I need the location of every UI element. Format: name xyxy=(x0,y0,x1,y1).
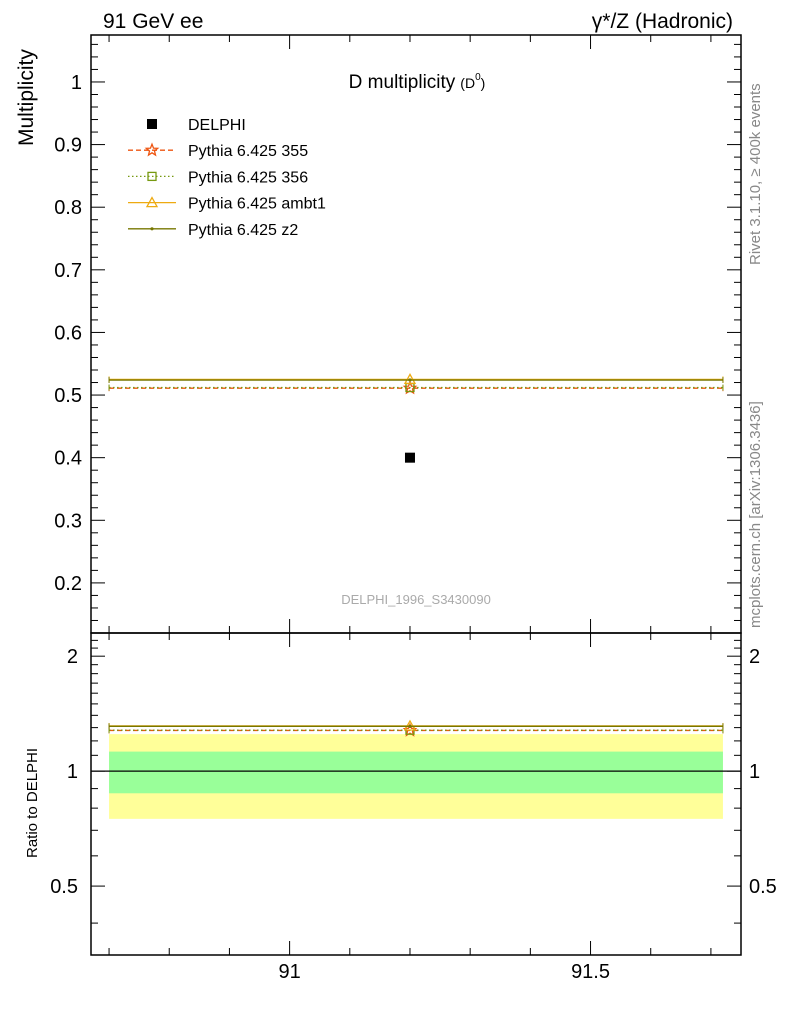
ratio-ytick-label-right: 1 xyxy=(749,761,760,783)
main-plot-title-sub: (D xyxy=(460,75,475,91)
main-axis-ticks: 0.2 0.3 0.4 0.5 0.6 0.7 0.8 0.9 1 xyxy=(54,35,741,634)
legend-label-4: Pythia 6.425 z2 xyxy=(188,222,298,239)
header-right-label: γ*/Z (Hadronic) xyxy=(592,10,733,33)
legend-marker-3 xyxy=(145,196,159,208)
ratio-ytick-label-left: 1 xyxy=(67,761,78,783)
main-ytick-label: 0.8 xyxy=(54,197,82,219)
ratio-ytick-label-left: 0.5 xyxy=(50,876,78,898)
legend-label-2: Pythia 6.425 356 xyxy=(188,169,308,186)
ratio-series-marker-2 xyxy=(403,719,417,731)
rivet-version-label: Rivet 3.1.10, ≥ 400k events xyxy=(747,83,764,265)
main-ytick-label: 0.4 xyxy=(54,448,82,470)
legend-label-1: Pythia 6.425 355 xyxy=(188,143,308,160)
ratio-axis-ticks: 0.5 0.5 1 1 2 2 91 91.5 xyxy=(50,633,777,983)
main-data-marks xyxy=(108,373,724,463)
main-plot-title-sup: 0 xyxy=(475,72,481,83)
main-plot-panel: 0.2 0.3 0.4 0.5 0.6 0.7 0.8 0.9 1 D multiplicity… xyxy=(54,34,742,634)
ratio-ytick-label-right: 2 xyxy=(749,646,760,668)
legend-marker-2 xyxy=(147,171,157,182)
ratio-xtick-label: 91.5 xyxy=(571,961,610,983)
main-series-marker-3 xyxy=(403,373,417,385)
mcplots-label: mcplots.cern.ch [arXiv:1306.3436] xyxy=(747,401,764,628)
ratio-ylabel: Ratio to DELPHI xyxy=(24,748,41,858)
main-ytick-label: 0.7 xyxy=(54,260,82,282)
main-ytick-label: 0.6 xyxy=(54,322,82,344)
legend-marker-0 xyxy=(147,119,157,129)
legend-label-3: Pythia 6.425 ambt1 xyxy=(188,196,326,213)
main-ylabel: Multiplicity xyxy=(15,49,38,146)
main-ytick-label: 0.9 xyxy=(54,135,82,157)
ratio-series-marker-3 xyxy=(408,724,412,728)
main-ytick-label: 0.3 xyxy=(54,510,82,532)
legend-label-0: DELPHI xyxy=(188,117,246,134)
ratio-uncertainty-bands xyxy=(91,734,741,819)
ratio-plot-panel: 0.5 0.5 1 1 2 2 91 91.5 xyxy=(50,632,777,983)
main-ytick-label: 0.2 xyxy=(54,573,82,595)
ratio-ytick-label-left: 2 xyxy=(67,646,78,668)
main-series-marker-4 xyxy=(408,378,412,382)
ratio-ytick-label-right: 0.5 xyxy=(749,876,777,898)
main-plot-title-close: ) xyxy=(481,75,486,91)
main-plot-title: D multiplicity (D0) xyxy=(349,72,486,93)
ratio-data-marks xyxy=(108,719,724,737)
main-ytick-label: 0.5 xyxy=(54,385,82,407)
delphi-data-point xyxy=(404,452,415,463)
ratio-plot-frame xyxy=(90,632,742,956)
legend-marker-4 xyxy=(150,227,154,231)
ratio-band-1 xyxy=(109,751,723,794)
legend-marker-1 xyxy=(144,142,160,157)
legend: DELPHI Pythia 6.425 355 Pythia 6.425 356 Py… xyxy=(128,117,326,239)
main-plot-title-text: D multiplicity xyxy=(349,72,456,93)
analysis-id-watermark: DELPHI_1996_S3430090 xyxy=(341,592,491,607)
header-left-label: 91 GeV ee xyxy=(103,10,203,33)
main-ytick-label: 1 xyxy=(71,72,82,94)
ratio-xtick-label: 91 xyxy=(278,961,300,983)
